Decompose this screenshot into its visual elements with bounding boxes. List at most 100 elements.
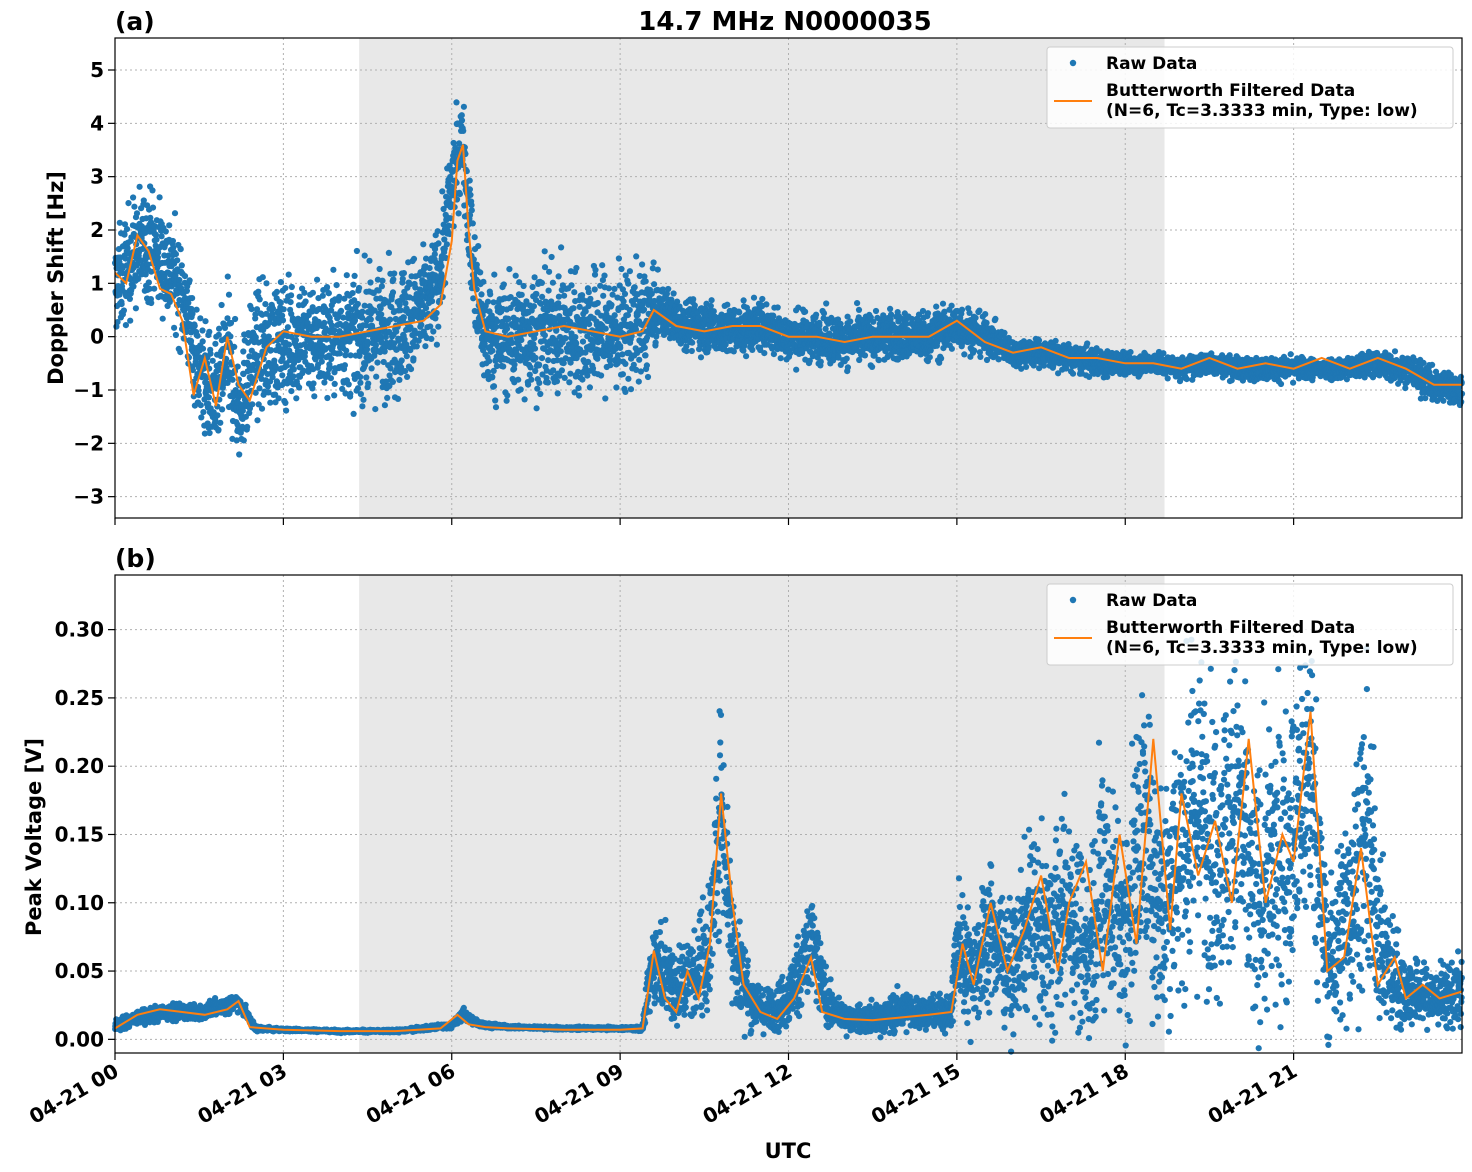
raw-data-point [642,278,649,285]
raw-data-point [217,352,224,360]
raw-data-point [579,376,586,383]
raw-data-point [381,402,388,409]
raw-data-point [420,241,427,248]
raw-data-point [601,272,608,279]
raw-data-point [544,379,552,386]
raw-data-point [359,403,366,410]
raw-data-point [489,373,496,380]
raw-data-point [328,355,335,363]
raw-data-point [248,306,255,313]
raw-data-point [252,311,259,318]
raw-data-point [531,345,539,352]
raw-data-point [225,291,233,298]
raw-data-point [533,290,540,298]
raw-data-point [500,281,507,288]
raw-data-point [562,335,569,342]
raw-data-point [372,406,379,413]
raw-data-point [326,363,333,370]
raw-data-point [1023,363,1030,370]
raw-data-point [219,406,226,413]
raw-data-point [194,332,201,339]
raw-data-point [126,295,133,302]
raw-data-point [176,276,183,284]
raw-data-point [576,392,583,399]
raw-data-point [148,268,155,275]
raw-data-point [939,300,947,307]
raw-data-point [169,237,176,245]
raw-data-point [503,397,510,404]
raw-data-point [399,275,406,282]
raw-data-point [212,417,219,424]
raw-data-point [619,371,627,378]
raw-data-point [591,286,598,293]
raw-data-point [183,287,190,294]
raw-data-point [153,236,160,243]
raw-data-point [598,372,605,379]
raw-data-point [625,375,632,382]
raw-data-point [350,281,357,288]
raw-data-point [641,344,648,351]
raw-data-point [177,246,184,253]
raw-data-point [374,359,381,366]
raw-data-point [366,257,373,264]
raw-data-point [310,380,317,387]
raw-data-point [774,304,781,311]
raw-data-point [506,266,513,273]
raw-data-point [338,307,345,314]
raw-data-point [555,273,562,280]
raw-data-point [121,221,129,228]
raw-data-point [618,265,625,273]
raw-data-point [854,300,861,307]
raw-data-point [740,297,747,304]
raw-data-point [869,363,876,370]
raw-data-point [199,345,207,352]
raw-data-point [473,261,480,268]
raw-data-point [477,269,484,276]
raw-data-point [284,324,291,331]
raw-data-point [480,278,487,285]
raw-data-point [215,331,222,338]
raw-data-point [872,307,880,315]
raw-data-point [602,395,609,402]
raw-data-point [343,347,350,354]
raw-data-point [178,262,185,269]
raw-data-point [170,244,177,251]
raw-data-point [486,358,493,365]
raw-data-point [558,244,565,251]
raw-data-point [372,342,379,349]
raw-data-point [178,285,185,292]
raw-data-point [749,346,756,353]
raw-data-point [491,271,498,278]
raw-data-point [422,343,429,350]
raw-data-point [948,345,956,352]
raw-data-point [149,204,157,211]
raw-data-point [533,405,540,412]
raw-data-point [185,299,192,306]
raw-data-point [244,382,251,389]
raw-data-point [611,285,618,292]
raw-data-point [249,401,256,408]
raw-data-point [255,288,262,295]
raw-data-point [139,245,146,252]
raw-data-point [633,253,640,260]
raw-data-point [538,355,546,362]
raw-data-point [239,407,246,414]
raw-data-point [351,272,358,279]
raw-data-point [484,298,492,305]
panel-a-label: (a) [115,7,155,36]
raw-data-point [396,376,403,383]
raw-data-point [133,210,141,217]
raw-data-point [142,229,149,236]
raw-data-point [455,210,462,217]
raw-data-point [644,373,652,381]
raw-data-point [217,419,224,426]
raw-data-point [282,399,289,406]
raw-data-point [224,273,231,280]
raw-data-point [246,353,253,360]
raw-data-point [843,355,850,362]
raw-data-point [683,348,690,355]
raw-data-point [302,298,309,305]
raw-data-point [206,328,213,335]
raw-data-point [155,249,162,256]
raw-data-point [231,343,238,350]
